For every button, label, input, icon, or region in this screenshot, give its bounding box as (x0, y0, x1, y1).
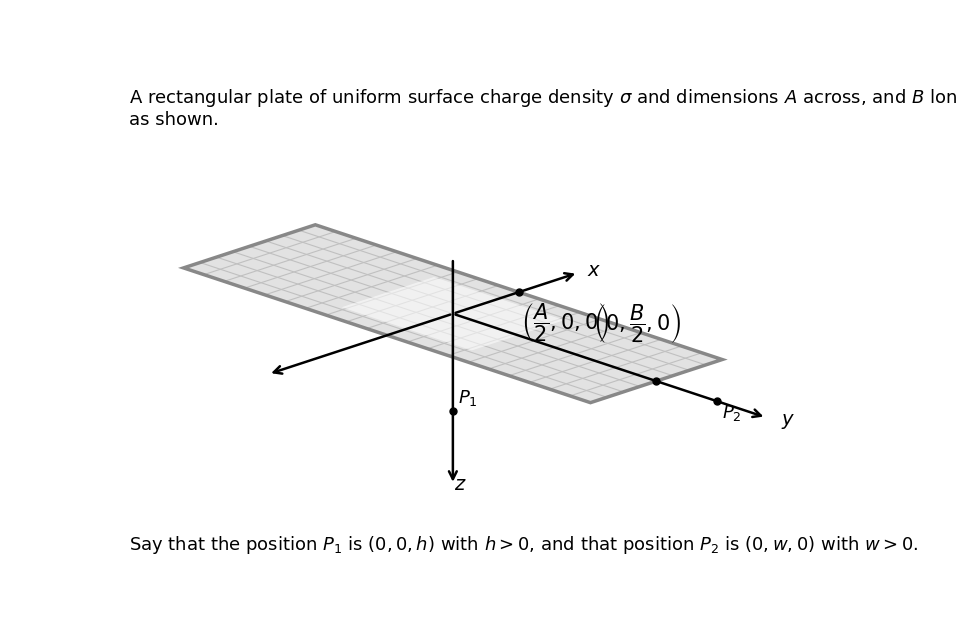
Text: A rectangular plate of uniform surface charge density $\sigma$ and dimensions $A: A rectangular plate of uniform surface c… (129, 87, 957, 130)
Text: $z$: $z$ (455, 475, 467, 494)
Polygon shape (184, 225, 723, 403)
Text: $\left(\dfrac{A}{2},0,0\right)$: $\left(\dfrac{A}{2},0,0\right)$ (521, 302, 610, 345)
Text: $y$: $y$ (781, 412, 795, 431)
Text: $\left(0,\dfrac{B}{2},0\right)$: $\left(0,\dfrac{B}{2},0\right)$ (592, 302, 681, 345)
Text: Say that the position $P_1$ is $\left(0, 0, h\right)$ with $h > 0$, and that pos: Say that the position $P_1$ is $\left(0,… (129, 534, 918, 556)
Text: $x$: $x$ (587, 261, 601, 280)
Polygon shape (342, 277, 564, 350)
Text: $P_1$: $P_1$ (458, 389, 478, 408)
Text: $P_2$: $P_2$ (722, 403, 742, 423)
